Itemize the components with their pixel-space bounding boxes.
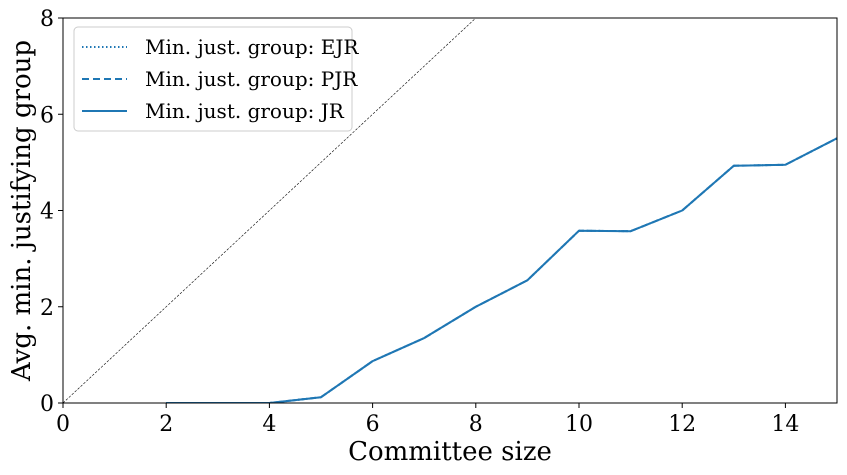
- series-line-dotted: [166, 137, 837, 403]
- reference-line: [63, 18, 477, 403]
- y-tick-label: 4: [40, 200, 54, 225]
- series-line-dashed: [166, 137, 837, 403]
- plot-content: [63, 18, 837, 403]
- x-tick-label: 8: [469, 412, 483, 437]
- x-tick-label: 2: [159, 412, 173, 437]
- x-tick-label: 12: [668, 412, 696, 437]
- x-tick-label: 6: [366, 412, 380, 437]
- axes: 0 2 4 6 8 10 12 14 0 2 4 6 8: [40, 7, 838, 437]
- series-line-solid: [166, 137, 837, 403]
- x-tick-label: 10: [565, 412, 593, 437]
- legend-label: Min. just. group: EJR: [145, 35, 359, 59]
- y-axis-label: Avg. min. justifying group: [7, 40, 37, 382]
- x-axis-label: Committee size: [348, 437, 552, 467]
- y-tick-label: 6: [40, 103, 54, 128]
- legend-label: Min. just. group: JR: [145, 99, 345, 123]
- x-tick-label: 4: [262, 412, 276, 437]
- plot-area: [63, 18, 837, 403]
- y-tick-label: 8: [40, 7, 54, 32]
- y-tick-label: 0: [40, 392, 54, 417]
- legend-label: Min. just. group: PJR: [145, 67, 358, 91]
- x-tick-label: 14: [771, 412, 799, 437]
- x-tick-label: 0: [56, 412, 70, 437]
- legend: Min. just. group: EJR Min. just. group: P…: [73, 26, 359, 132]
- legend-box: [73, 26, 353, 132]
- y-tick-label: 2: [40, 296, 54, 321]
